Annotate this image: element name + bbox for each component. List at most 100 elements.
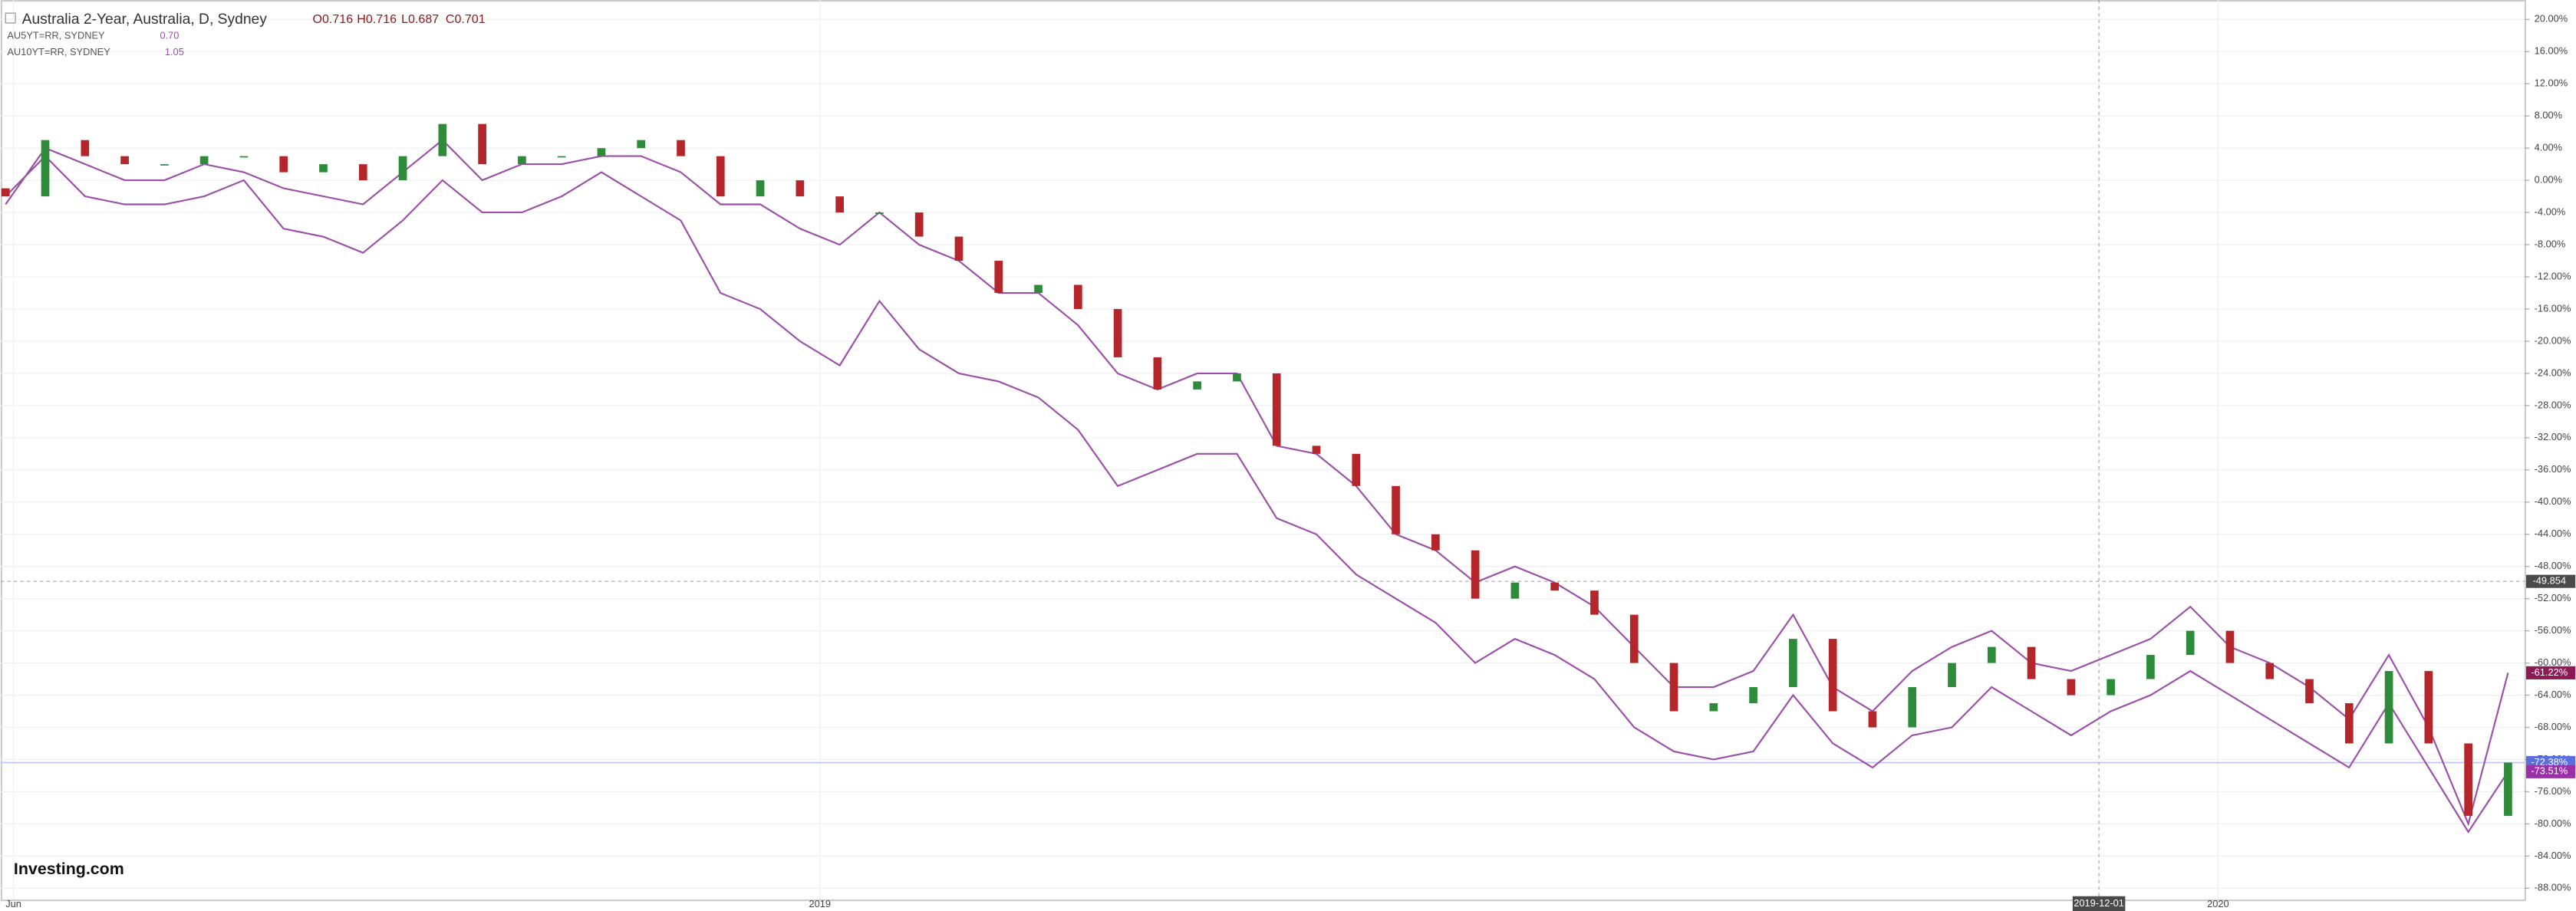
candle-body (1868, 711, 1877, 728)
candle-body (2305, 679, 2314, 704)
legend-value: 1.05 (165, 46, 184, 58)
grid (0, 0, 2530, 900)
candle-body (716, 156, 725, 197)
collapse-icon[interactable] (5, 12, 16, 24)
candle-body (2146, 655, 2155, 679)
candle-body (2186, 630, 2195, 656)
candle-body (796, 180, 805, 197)
candle-body (2424, 671, 2433, 744)
crosshair-y-label: -49.854 (2533, 575, 2567, 587)
y-tick-label: -60.00% (2535, 656, 2571, 668)
y-tick-label: -28.00% (2535, 399, 2571, 410)
candle-body (1948, 663, 1956, 688)
y-tick-label: -64.00% (2535, 689, 2571, 700)
candle-body (1789, 639, 1797, 688)
candle-body (835, 196, 844, 213)
y-tick-label: -68.00% (2535, 721, 2571, 732)
candle-body (1590, 590, 1599, 615)
candle-body (2027, 646, 2036, 679)
candle-body (518, 156, 526, 165)
labels: 20.00% 16.00% 12.00% 8.00% 4.00% 0.00% -4.00% -… (5, 13, 2576, 911)
candle-body (1, 188, 10, 197)
candle-body (2107, 679, 2115, 696)
candle-body (1629, 614, 1639, 663)
candle-body (1550, 582, 1560, 591)
candle-body (2504, 762, 2512, 816)
y-tick-label: 12.00% (2535, 77, 2568, 89)
y-tick-label: -12.00% (2535, 270, 2571, 281)
candle-body (478, 123, 486, 165)
candle-body (319, 164, 328, 173)
candle-body (1749, 687, 1757, 704)
candle-body (1669, 663, 1678, 712)
y-tick-label: -84.00% (2535, 850, 2571, 861)
candle-body (358, 164, 367, 181)
candle-body (41, 140, 50, 197)
candle-body (597, 148, 606, 156)
candle-body (1073, 284, 1082, 309)
y-tick-label: -8.00% (2535, 238, 2566, 249)
y-tick-label: -52.00% (2535, 592, 2571, 603)
candle-body (2384, 671, 2393, 744)
candle-body (914, 212, 924, 237)
candle-body (2464, 743, 2472, 816)
y-tick-label: -76.00% (2535, 785, 2571, 797)
candle-body (1153, 357, 1162, 390)
candle-body (160, 164, 169, 166)
crosshair-x-box (2072, 896, 2126, 911)
candle-body (1352, 453, 1361, 486)
candle-body (279, 156, 288, 173)
candle-body (1828, 639, 1837, 712)
y-tick-label: 20.00% (2535, 13, 2568, 25)
x-tick-label: 2019 (809, 898, 831, 909)
candle-body (1709, 703, 1718, 712)
candle-body (1908, 687, 1917, 728)
y-tick-label: -40.00% (2535, 495, 2571, 507)
legend-value: 0.70 (160, 29, 179, 41)
y-tick-label: -56.00% (2535, 624, 2571, 636)
candle-body (438, 123, 447, 156)
candle-body (994, 261, 1003, 293)
ohlc-value: O0.716 (313, 12, 354, 26)
y-tick-label: -32.00% (2535, 431, 2571, 442)
candle-body (1392, 485, 1400, 534)
candle-body (1193, 381, 1202, 390)
y-tick-label: -16.00% (2535, 302, 2571, 314)
ohlc-value: C0.701 (446, 12, 486, 26)
ohlc-value: L0.687 (401, 12, 439, 26)
y-tick-label: 0.00% (2535, 174, 2562, 186)
candle-body (1272, 373, 1281, 446)
y-tick-label: -88.00% (2535, 882, 2571, 893)
series-line (5, 139, 2509, 827)
price-label: -73.51% (2531, 765, 2568, 777)
candle-body (398, 156, 407, 181)
y-tick-label: -4.00% (2535, 206, 2566, 217)
candle-body (1312, 446, 1321, 454)
candle-body (1510, 582, 1520, 599)
y-tick-label: -36.00% (2535, 463, 2571, 475)
marks (1, 123, 2512, 834)
candle-body (81, 140, 90, 156)
legend-name: AU10YT=RR, SYDNEY (7, 46, 110, 58)
y-tick-label: -44.00% (2535, 528, 2571, 539)
chart-title: Australia 2-Year, Australia, D, Sydney (22, 12, 268, 28)
candle-body (2225, 630, 2235, 663)
price-label-box (2525, 765, 2576, 778)
candle-body (239, 156, 249, 158)
candle-body (1431, 534, 1440, 551)
candle-body (2067, 679, 2076, 696)
candle-body (2344, 703, 2354, 744)
price-label-box (2525, 666, 2576, 679)
candle-body (1034, 284, 1043, 293)
y-tick-label: -20.00% (2535, 334, 2571, 346)
y-tick-label: 4.00% (2535, 142, 2562, 153)
price-label: -61.22% (2531, 666, 2568, 678)
candle-body (875, 212, 884, 214)
y-tick-label: -24.00% (2535, 367, 2571, 378)
candle-body (557, 156, 566, 158)
logo: Investing.com (14, 860, 124, 878)
legend-name: AU5YT=RR, SYDNEY (7, 29, 105, 41)
price-label: -72.38% (2531, 756, 2568, 768)
